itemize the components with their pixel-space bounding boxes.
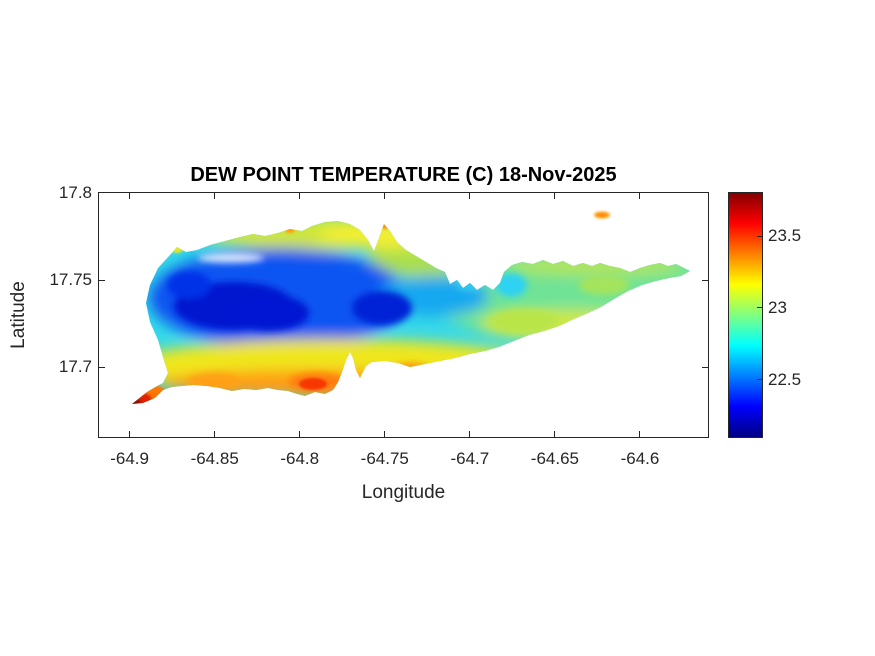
x-tick-mark-top: [639, 193, 641, 199]
x-tick-mark-top: [554, 193, 556, 199]
x-tick-mark-top: [214, 193, 216, 199]
plot-area: [98, 192, 709, 438]
y-tick-label: 17.8: [58, 183, 92, 202]
y-axis-label: Latitude: [8, 281, 29, 349]
chart-title: DEW POINT TEMPERATURE (C) 18-Nov-2025: [190, 164, 617, 186]
x-tick-label: -64.7: [450, 449, 490, 468]
x-tick-mark: [554, 431, 556, 437]
y-tick-label: 17.7: [58, 357, 92, 377]
y-tick-mark-right: [702, 279, 708, 281]
colorbar-tick-mark: [757, 235, 762, 237]
x-tick-label: -64.75: [360, 449, 409, 468]
colorbar-tick-label: 23: [768, 297, 787, 317]
y-tick-mark: [99, 366, 105, 368]
x-tick-mark-top: [469, 193, 471, 199]
x-tick-mark-top: [129, 193, 131, 199]
x-tick-label: -64.6: [620, 449, 660, 468]
dewpoint-field: [132, 221, 690, 404]
island-heatmap: [132, 211, 690, 404]
x-tick-mark-top: [299, 193, 301, 199]
x-tick-mark-top: [384, 193, 386, 199]
x-tick-mark: [639, 431, 641, 437]
colorbar-tick-label: 22.5: [768, 369, 802, 389]
colorbar: [728, 192, 763, 438]
offshore-islet: [594, 211, 610, 219]
x-tick-label: -64.65: [530, 449, 579, 468]
x-tick-mark: [469, 431, 471, 437]
colorbar-tick-mark: [757, 307, 762, 309]
y-tick-label: 17.75: [49, 270, 92, 290]
colorbar-tick-label: 23.5: [768, 226, 802, 246]
colorbar-gradient: [729, 193, 762, 437]
x-tick-mark: [299, 431, 301, 437]
x-tick-mark: [129, 431, 131, 437]
x-tick-label: -64.8: [280, 449, 320, 468]
y-tick-mark-right: [702, 366, 708, 368]
x-tick-mark: [384, 431, 386, 437]
x-tick-label: -64.9: [110, 449, 149, 468]
colorbar-tick-mark: [757, 379, 762, 381]
x-axis-label: Longitude: [361, 482, 446, 503]
x-tick-mark: [214, 431, 216, 437]
x-tick-label: -64.85: [190, 449, 239, 468]
y-tick-mark: [99, 279, 105, 281]
